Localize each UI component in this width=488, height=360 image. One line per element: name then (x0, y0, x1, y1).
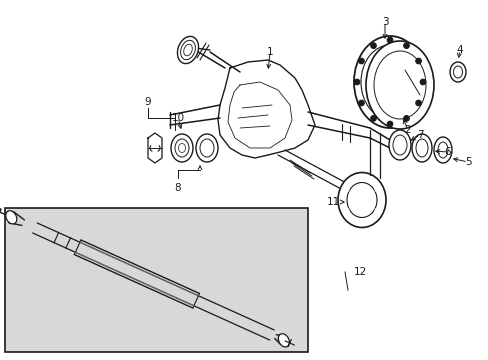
Circle shape (358, 58, 364, 64)
Circle shape (403, 116, 408, 121)
Ellipse shape (196, 134, 218, 162)
Ellipse shape (388, 130, 410, 160)
Bar (5, 208, 307, 352)
Text: 4: 4 (456, 45, 462, 55)
Ellipse shape (365, 41, 433, 129)
Text: 6: 6 (444, 147, 450, 157)
Circle shape (359, 176, 364, 181)
Circle shape (374, 208, 379, 213)
Ellipse shape (337, 172, 385, 228)
Text: 9: 9 (144, 97, 151, 107)
Circle shape (370, 43, 376, 49)
Ellipse shape (6, 211, 17, 224)
Text: 2: 2 (404, 125, 410, 135)
Circle shape (370, 116, 376, 121)
Ellipse shape (433, 137, 451, 163)
Circle shape (386, 121, 392, 127)
Circle shape (374, 187, 379, 192)
Text: 10: 10 (171, 113, 184, 123)
Circle shape (151, 151, 159, 159)
Text: 8: 8 (174, 183, 181, 193)
Text: 1: 1 (266, 47, 273, 57)
Circle shape (403, 43, 408, 49)
Circle shape (151, 139, 159, 147)
Circle shape (415, 100, 421, 106)
Ellipse shape (411, 134, 431, 162)
Circle shape (343, 208, 348, 213)
Ellipse shape (177, 36, 198, 64)
Ellipse shape (449, 62, 465, 82)
Ellipse shape (278, 334, 289, 347)
Ellipse shape (353, 36, 425, 128)
Text: 12: 12 (353, 267, 366, 277)
Circle shape (359, 219, 364, 224)
Circle shape (419, 79, 425, 85)
Polygon shape (148, 133, 162, 163)
Circle shape (415, 58, 421, 64)
Circle shape (386, 37, 392, 43)
Ellipse shape (171, 134, 193, 162)
Text: 7: 7 (416, 130, 423, 140)
Text: 5: 5 (464, 157, 470, 167)
Text: 3: 3 (381, 17, 387, 27)
Polygon shape (218, 60, 314, 158)
Circle shape (454, 69, 460, 75)
Circle shape (353, 79, 359, 85)
Circle shape (358, 100, 364, 106)
Text: 11: 11 (326, 197, 339, 207)
Circle shape (343, 187, 348, 192)
